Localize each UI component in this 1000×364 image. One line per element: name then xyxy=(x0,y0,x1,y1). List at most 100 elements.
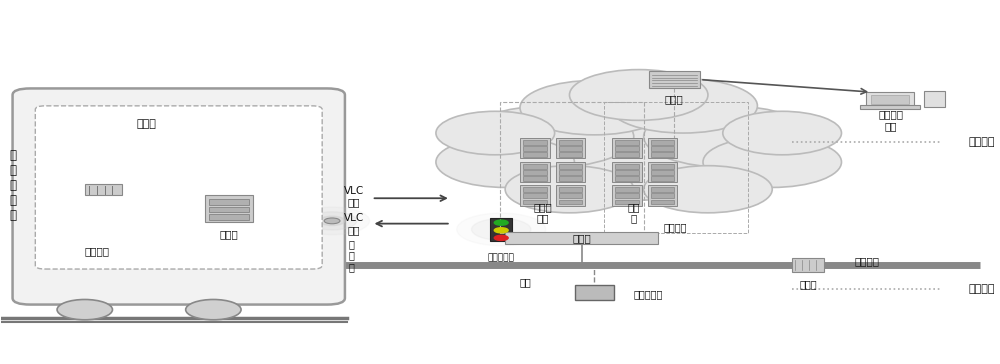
Bar xyxy=(520,138,550,158)
Text: 光电交换机: 光电交换机 xyxy=(634,289,663,300)
Bar xyxy=(559,176,582,181)
Bar xyxy=(490,218,512,241)
Bar xyxy=(651,170,674,175)
Bar xyxy=(520,162,550,182)
Circle shape xyxy=(520,80,668,135)
Bar xyxy=(648,138,677,158)
Circle shape xyxy=(472,218,531,240)
FancyBboxPatch shape xyxy=(35,106,322,269)
Text: 交换机: 交换机 xyxy=(137,119,157,129)
Circle shape xyxy=(609,79,757,133)
Bar xyxy=(615,176,639,181)
Bar xyxy=(523,176,547,181)
Text: 交换机: 交换机 xyxy=(572,233,591,243)
Bar xyxy=(648,185,677,206)
Circle shape xyxy=(525,117,752,200)
Text: 外部网络: 外部网络 xyxy=(855,256,880,266)
Text: 分析主机: 分析主机 xyxy=(664,222,687,232)
Bar xyxy=(559,170,582,175)
Bar xyxy=(651,146,674,151)
Circle shape xyxy=(723,111,841,155)
Circle shape xyxy=(57,300,112,320)
Bar xyxy=(871,95,909,104)
Bar xyxy=(648,162,677,182)
Text: 防火墙: 防火墙 xyxy=(799,279,817,289)
Bar xyxy=(615,199,639,205)
Text: VLC: VLC xyxy=(344,213,364,223)
Circle shape xyxy=(505,166,634,213)
Bar xyxy=(615,170,639,175)
Bar xyxy=(556,138,585,158)
Text: 防火墙: 防火墙 xyxy=(665,94,684,104)
Bar xyxy=(556,162,585,182)
Circle shape xyxy=(186,300,241,320)
Bar xyxy=(209,214,249,220)
Circle shape xyxy=(457,213,546,246)
Bar xyxy=(612,185,642,206)
Bar xyxy=(651,153,674,157)
Bar xyxy=(559,194,582,198)
Bar xyxy=(612,162,642,182)
Bar xyxy=(792,258,824,272)
Circle shape xyxy=(644,166,772,213)
Circle shape xyxy=(569,70,708,120)
Bar xyxy=(615,146,639,151)
Text: 服务器: 服务器 xyxy=(220,229,239,240)
Bar xyxy=(209,206,249,212)
Text: 云平
台: 云平 台 xyxy=(628,202,640,223)
Bar xyxy=(615,164,639,169)
Bar xyxy=(209,199,249,205)
Bar xyxy=(651,187,674,193)
Circle shape xyxy=(494,236,508,241)
Text: 总控车厢: 总控车厢 xyxy=(85,246,110,256)
Bar xyxy=(559,146,582,151)
Circle shape xyxy=(294,207,370,235)
Circle shape xyxy=(703,136,841,187)
Text: 系统应用: 系统应用 xyxy=(968,137,995,147)
Bar xyxy=(615,153,639,157)
Bar xyxy=(556,185,585,206)
Bar xyxy=(559,199,582,205)
Bar xyxy=(523,146,547,151)
Bar xyxy=(500,102,644,233)
Circle shape xyxy=(466,106,634,167)
Circle shape xyxy=(436,136,574,187)
Bar xyxy=(651,140,674,145)
Circle shape xyxy=(644,106,812,167)
Bar xyxy=(860,105,920,109)
Bar xyxy=(523,170,547,175)
Bar xyxy=(523,199,547,205)
Circle shape xyxy=(307,212,357,230)
Bar xyxy=(559,164,582,169)
Bar xyxy=(505,232,658,244)
Bar xyxy=(615,187,639,193)
Text: 光纤: 光纤 xyxy=(519,277,531,287)
Text: VLC: VLC xyxy=(344,186,364,196)
Bar xyxy=(649,71,700,88)
Circle shape xyxy=(436,111,555,155)
Bar xyxy=(651,164,674,169)
Text: 外部查询
终端: 外部查询 终端 xyxy=(878,110,903,131)
Bar xyxy=(523,194,547,198)
Circle shape xyxy=(324,218,340,224)
Bar xyxy=(559,187,582,193)
Bar xyxy=(559,140,582,145)
Bar xyxy=(615,140,639,145)
Bar xyxy=(523,187,547,193)
Circle shape xyxy=(494,220,508,225)
Bar xyxy=(651,176,674,181)
Bar xyxy=(559,153,582,157)
Text: 车
内
以
太
网: 车 内 以 太 网 xyxy=(9,149,16,222)
Bar xyxy=(523,140,547,145)
Bar xyxy=(615,194,639,198)
Bar xyxy=(205,194,253,222)
Bar xyxy=(651,194,674,198)
Circle shape xyxy=(494,228,508,233)
FancyBboxPatch shape xyxy=(13,88,345,305)
Bar xyxy=(866,92,914,106)
Bar xyxy=(604,102,748,233)
Text: 网络通信: 网络通信 xyxy=(968,284,995,294)
Bar xyxy=(523,153,547,157)
Bar xyxy=(651,199,674,205)
Text: 云计算
系统: 云计算 系统 xyxy=(533,202,552,223)
